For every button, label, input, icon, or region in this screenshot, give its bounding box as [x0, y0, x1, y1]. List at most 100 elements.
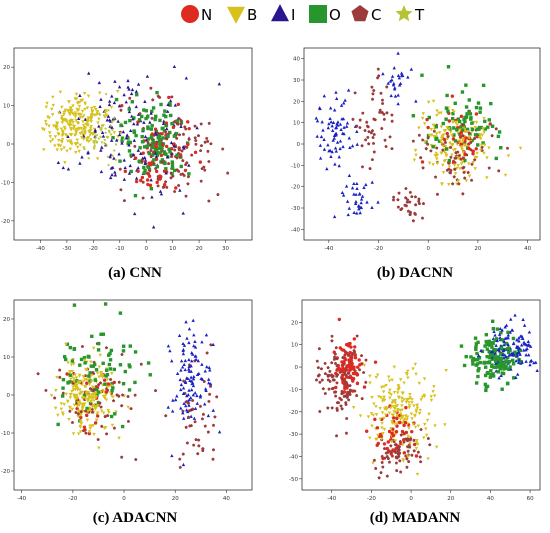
data-point-I — [181, 462, 186, 467]
data-point-B — [85, 137, 89, 141]
data-point-B — [107, 411, 111, 415]
data-point-O — [507, 346, 511, 350]
data-point-B — [60, 411, 65, 415]
data-point-C — [435, 146, 439, 150]
data-point-B — [95, 157, 100, 161]
data-point-O — [434, 125, 439, 129]
data-point-I — [207, 381, 211, 385]
data-point-B — [482, 116, 486, 121]
data-point-I — [350, 144, 355, 148]
data-point-C — [348, 388, 352, 392]
data-point-N — [447, 119, 452, 123]
data-point-B — [400, 421, 405, 425]
data-point-I — [78, 161, 82, 165]
data-point-O — [486, 361, 490, 365]
data-point-I — [331, 120, 336, 125]
data-point-C — [207, 159, 211, 163]
data-point-C — [190, 398, 195, 402]
data-point-C — [335, 408, 339, 412]
data-point-B — [392, 390, 397, 395]
data-point-C — [339, 398, 343, 402]
data-point-C — [405, 465, 409, 469]
data-point-B — [81, 375, 86, 379]
data-point-B — [81, 133, 85, 137]
data-point-O — [127, 149, 132, 153]
data-point-I — [66, 167, 71, 171]
data-point-N — [357, 358, 361, 362]
data-point-C — [451, 182, 455, 186]
data-point-B — [467, 174, 472, 178]
data-point-I — [325, 166, 329, 171]
data-point-C — [88, 387, 93, 391]
data-point-B — [506, 154, 511, 158]
data-point-N — [65, 372, 69, 376]
data-point-B — [376, 433, 380, 438]
data-point-O — [435, 136, 439, 141]
data-point-B — [109, 384, 114, 388]
data-point-B — [88, 377, 92, 381]
data-point-C — [463, 176, 467, 180]
data-point-O — [491, 374, 496, 378]
data-point-B — [51, 95, 55, 99]
data-point-O — [496, 134, 501, 139]
data-point-O — [464, 115, 469, 119]
data-point-C — [328, 369, 332, 373]
data-point-I — [110, 94, 114, 98]
data-point-I — [192, 416, 197, 420]
data-point-O — [511, 336, 516, 341]
data-point-I — [330, 128, 335, 133]
data-point-T — [99, 126, 103, 130]
data-point-I — [326, 125, 330, 130]
data-point-N — [352, 337, 357, 341]
data-point-O — [464, 83, 468, 87]
data-point-B — [415, 403, 419, 407]
data-point-C — [412, 449, 416, 453]
data-point-O — [470, 127, 475, 132]
data-point-B — [429, 133, 434, 137]
data-point-C — [53, 396, 57, 400]
data-point-N — [353, 353, 357, 357]
data-point-C — [318, 409, 322, 413]
y-tick-label: 20 — [291, 320, 298, 326]
data-point-I — [109, 138, 114, 142]
data-point-C — [462, 170, 466, 174]
data-point-I — [502, 343, 506, 347]
data-point-B — [90, 109, 95, 114]
data-point-C — [376, 67, 380, 71]
data-point-O — [455, 128, 459, 132]
data-point-B — [395, 404, 400, 408]
data-point-I — [345, 199, 350, 203]
data-point-N — [355, 381, 360, 386]
data-point-O — [128, 344, 132, 348]
data-point-B — [76, 108, 80, 113]
data-point-B — [358, 414, 363, 418]
data-point-B — [75, 397, 79, 401]
data-point-T — [112, 148, 116, 152]
data-point-I — [114, 138, 119, 142]
data-point-C — [380, 460, 384, 464]
data-point-N — [391, 433, 396, 438]
data-point-B — [379, 385, 384, 390]
data-point-B — [68, 121, 73, 125]
data-point-N — [120, 103, 124, 108]
data-point-O — [493, 359, 498, 364]
x-tick-label: -20 — [374, 246, 383, 252]
data-point-C — [355, 334, 359, 338]
data-point-I — [182, 401, 186, 405]
data-point-I — [376, 200, 380, 204]
data-point-O — [187, 172, 191, 176]
data-point-B — [73, 111, 78, 115]
data-point-B — [93, 392, 97, 396]
data-point-I — [338, 122, 343, 126]
data-point-B — [74, 127, 79, 131]
data-point-N — [467, 146, 471, 151]
data-point-I — [117, 152, 121, 156]
x-tick-label: 20 — [172, 496, 179, 502]
data-point-I — [189, 379, 194, 383]
data-point-B — [80, 390, 84, 394]
data-point-C — [180, 149, 184, 153]
data-point-C — [92, 387, 96, 391]
data-point-B — [76, 388, 80, 392]
data-point-I — [334, 149, 338, 153]
data-point-C — [120, 404, 124, 408]
